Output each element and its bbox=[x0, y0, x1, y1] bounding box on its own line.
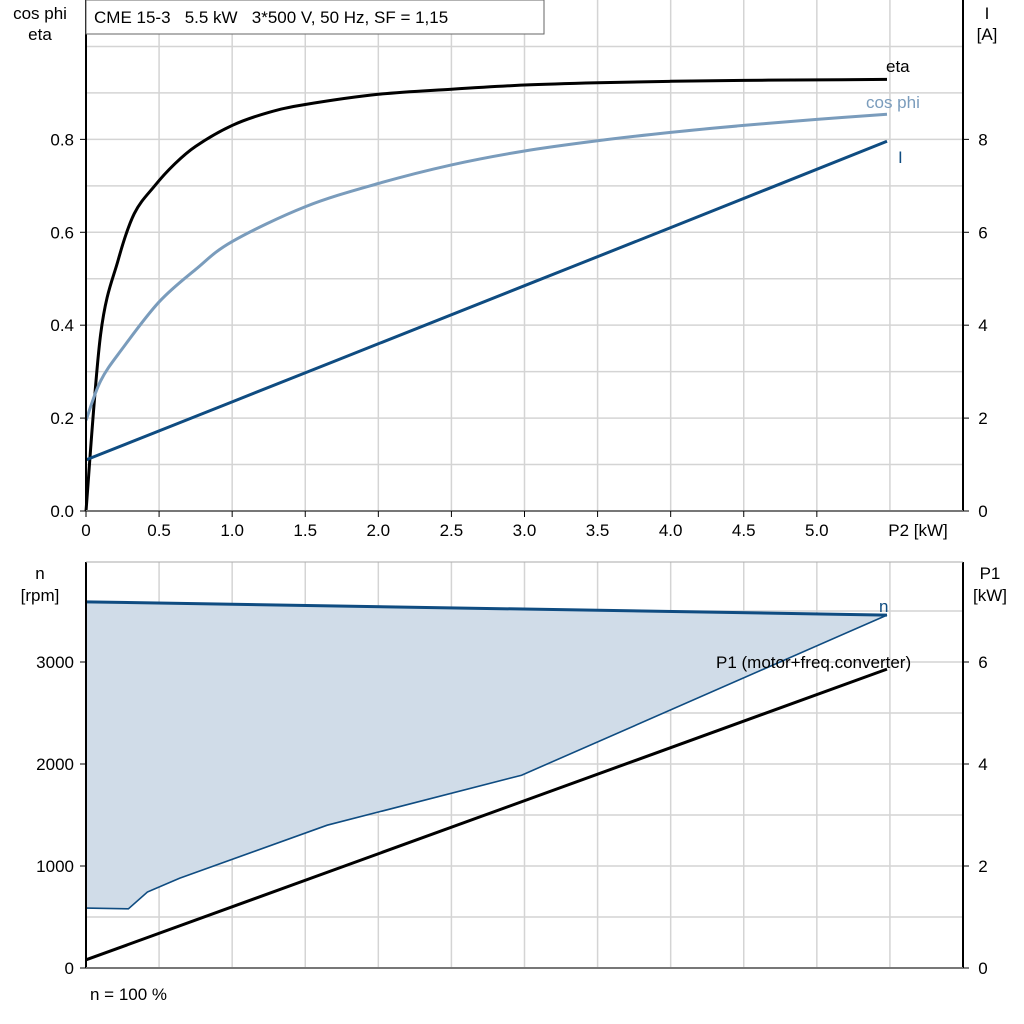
legend-n: n bbox=[879, 597, 888, 616]
bottom-y-tick-label: 3000 bbox=[36, 653, 74, 672]
bottom-y2label-line2: [kW] bbox=[973, 586, 1007, 605]
footnote: n = 100 % bbox=[90, 985, 167, 1004]
top-x-tick-label: 1.5 bbox=[293, 521, 317, 540]
title-box bbox=[85, 0, 545, 35]
top-y2-tick-label: 4 bbox=[978, 316, 987, 335]
chart-title: CME 15-3 5.5 kW 3*500 V, 50 Hz, SF = 1,1… bbox=[94, 8, 448, 27]
legend-p1: P1 (motor+freq.converter) bbox=[716, 653, 911, 672]
bottom-ylabel-line2: [rpm] bbox=[21, 586, 60, 605]
top-x-tick-label: 2.5 bbox=[440, 521, 464, 540]
bottom-ylabel-line1: n bbox=[35, 564, 44, 583]
top-x-tick-label: 0 bbox=[81, 521, 90, 540]
top-y-tick-label: 0.2 bbox=[50, 409, 74, 428]
eta-curve bbox=[84, 77, 888, 512]
bottom-y2-tick-label: 4 bbox=[978, 755, 987, 774]
top-x-tick-label: 2.0 bbox=[367, 521, 391, 540]
p1-line bbox=[85, 667, 888, 962]
top-x-tick-label: 3.5 bbox=[586, 521, 610, 540]
top-x-tick-label: 4.5 bbox=[732, 521, 756, 540]
top-x-tick-label: 3.0 bbox=[513, 521, 537, 540]
legend-eta: eta bbox=[886, 57, 910, 76]
cos-phi-curve bbox=[84, 112, 888, 421]
top-y-tick-label: 0.8 bbox=[50, 130, 74, 149]
bottom-y2-tick-label: 6 bbox=[978, 653, 987, 672]
top-y2-tick-label: 8 bbox=[978, 130, 987, 149]
top-ylabel-line1: cos phi bbox=[13, 4, 67, 23]
series-layer bbox=[84, 77, 888, 962]
legend-cos-phi: cos phi bbox=[866, 93, 920, 112]
speed-range-fill bbox=[86, 601, 887, 909]
top-x-tick-label: 5.0 bbox=[805, 521, 829, 540]
bottom-y-tick-label: 1000 bbox=[36, 857, 74, 876]
top-y-tick-label: 0.6 bbox=[50, 223, 74, 242]
bottom-y2-tick-label: 0 bbox=[978, 959, 987, 978]
speed-max-line bbox=[85, 600, 888, 617]
top-x-tick-label: 0.5 bbox=[147, 521, 171, 540]
top-x-tick-label: 4.0 bbox=[659, 521, 683, 540]
top-y2-tick-label: 0 bbox=[978, 502, 987, 521]
axes: 0 0.5 1.0 1.5 2.0 2.5 3.0 3.5 4.0 4.5 5.0 0.0 0.2 0.4… bbox=[36, 0, 988, 978]
bottom-y-tick-label: 0 bbox=[65, 959, 74, 978]
bottom-y-tick-label: 2000 bbox=[36, 755, 74, 774]
top-y-tick-label: 0.0 bbox=[50, 502, 74, 521]
top-xlabel: P2 [kW] bbox=[888, 521, 948, 540]
top-y2-tick-label: 2 bbox=[978, 409, 987, 428]
top-y2label-line1: I bbox=[985, 4, 990, 23]
legend-current: I bbox=[898, 148, 903, 167]
bottom-y2label-line1: P1 bbox=[980, 564, 1001, 583]
speed-min-line bbox=[85, 614, 888, 910]
top-y2-tick-label: 6 bbox=[978, 223, 987, 242]
top-y2label-line2: [A] bbox=[977, 25, 998, 44]
current-curve bbox=[85, 139, 888, 462]
top-x-tick-label: 1.0 bbox=[220, 521, 244, 540]
top-y-tick-label: 0.4 bbox=[50, 316, 74, 335]
top-grid bbox=[86, 0, 964, 511]
top-ylabel-line2: eta bbox=[28, 25, 52, 44]
bottom-y2-tick-label: 2 bbox=[978, 857, 987, 876]
